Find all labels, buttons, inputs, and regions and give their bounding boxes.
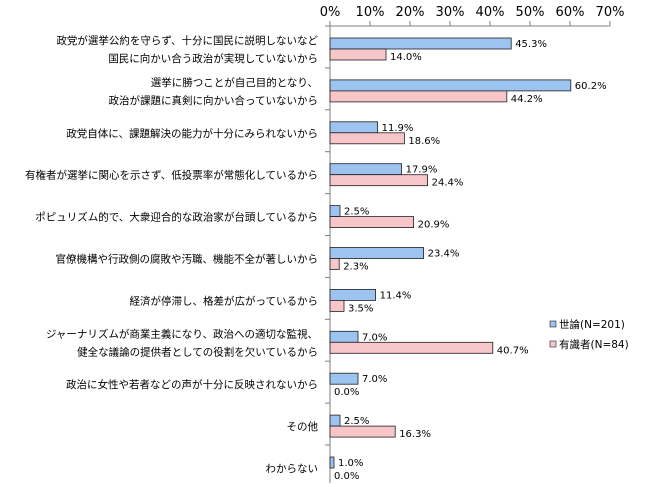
data-label-series-2: 14.0% [390, 52, 422, 63]
bar-series-2 [329, 299, 345, 312]
data-label-series-2: 18.6% [408, 136, 440, 147]
bar-series-2 [329, 425, 396, 438]
data-label-series-1: 7.0% [362, 374, 387, 385]
data-label-series-2: 40.7% [497, 345, 529, 356]
bar-series-2 [329, 132, 405, 145]
category-label: 健全な議論の提供者としての役割を欠いているから [77, 345, 318, 358]
legend-swatch-series-1 [549, 320, 557, 328]
data-label-series-2: 24.4% [432, 178, 464, 189]
x-tick-label: 60% [556, 5, 585, 20]
bar-series-2 [329, 48, 387, 61]
data-label-series-2: 0.0% [334, 387, 359, 398]
bar-series-2 [329, 90, 508, 103]
category-label: ジャーナリズムが商業主義になり、政治への適切な監視、 [46, 327, 318, 340]
x-tick-label: 0% [320, 5, 341, 20]
data-label-series-2: 3.5% [348, 303, 373, 314]
category-label: 国民に向かい合う政治が実現していないから [108, 52, 318, 65]
bar-series-1 [329, 456, 335, 469]
bar-series-2 [329, 174, 428, 187]
data-label-series-2: 16.3% [399, 429, 431, 440]
bar-series-1 [329, 205, 341, 218]
bar-series-2 [329, 216, 414, 229]
category-label: 官僚機構や行政側の腐敗や汚職、機能不全が著しいから [56, 253, 319, 266]
data-label-series-1: 23.4% [428, 249, 460, 260]
category-label: 政治に女性や若者などの声が十分に反映されないから [66, 378, 318, 391]
bar-series-2 [329, 258, 340, 270]
category-label: ポピュリズム的で、大衆迎合的な政治家が台頭しているから [35, 211, 318, 224]
bar-series-2 [329, 341, 494, 354]
bar-series-1 [329, 121, 378, 134]
x-tick-label: 20% [396, 5, 425, 20]
category-label: 政党自体に、課題解決の能力が十分にみられないから [66, 127, 318, 140]
data-label-series-2: 0.0% [334, 471, 359, 482]
bar-series-1 [329, 247, 424, 259]
x-tick-label: 10% [356, 5, 385, 20]
data-label-series-1: 7.0% [362, 332, 387, 343]
data-label-series-1: 60.2% [575, 81, 607, 92]
category-label: 有権者が選挙に関心を示さず、低投票率が常態化しているから [25, 169, 318, 182]
category-label: その他 [287, 420, 319, 433]
data-label-series-1: 1.0% [338, 458, 363, 469]
category-label: わからない [266, 463, 319, 475]
legend-swatch-series-2 [549, 340, 557, 348]
data-label-series-2: 44.2% [511, 94, 543, 105]
x-tick-label: 50% [516, 5, 545, 20]
category-label: 経済が停滞し、格差が広がっているから [130, 294, 318, 307]
x-tick-label: 30% [436, 5, 465, 20]
category-label: 政党が選挙公約を守らず、十分に国民に説明しないなど [56, 34, 318, 47]
data-label-series-1: 11.9% [382, 123, 414, 134]
data-label-series-2: 20.9% [418, 220, 450, 231]
bar-series-1 [329, 330, 359, 343]
legend-label-series-1: 世論(N=201) [559, 318, 625, 331]
x-tick-label: 70% [596, 5, 625, 20]
bar-series-1 [329, 37, 512, 50]
data-label-series-2: 2.3% [343, 262, 368, 273]
data-label-series-1: 17.9% [406, 165, 438, 176]
bar-series-1 [329, 79, 572, 92]
data-label-series-1: 11.4% [380, 290, 412, 301]
category-label: 選挙に勝つことが自己目的となり、 [151, 76, 318, 89]
data-label-series-1: 45.3% [515, 39, 547, 50]
bar-series-1 [329, 372, 359, 385]
bar-series-1 [329, 414, 341, 427]
data-label-series-1: 2.5% [344, 416, 369, 427]
x-tick-label: 40% [476, 5, 505, 20]
bar-series-1 [329, 163, 402, 176]
bar-series-1 [329, 288, 376, 301]
category-label: 政治が課題に真剣に向かい合っていないから [109, 94, 318, 107]
data-label-series-1: 2.5% [344, 207, 369, 218]
legend-label-series-2: 有識者(N=84) [559, 338, 629, 351]
